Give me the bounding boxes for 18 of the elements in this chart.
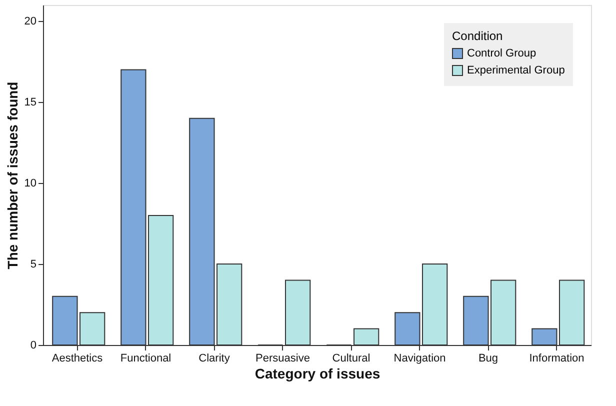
y-tick-label: 5 — [30, 258, 36, 271]
y-tick-label: 15 — [24, 96, 36, 109]
legend-title: Condition — [452, 29, 503, 43]
x-tick-label: Bug — [478, 352, 498, 364]
y-tick-label: 10 — [24, 178, 36, 190]
x-axis-title: Category of issues — [254, 366, 380, 382]
x-tick-label: Clarity — [198, 352, 230, 364]
y-tick-label: 0 — [30, 340, 36, 352]
x-tick-label: Persuasive — [256, 352, 310, 364]
y-axis-title: The number of issues found — [4, 82, 20, 270]
x-tick-label: Aesthetics — [52, 352, 104, 364]
legend-label: Experimental Group — [467, 64, 565, 76]
x-tick-label: Cultural — [332, 352, 370, 364]
y-tick-label: 20 — [24, 16, 36, 28]
x-tick-label: Information — [529, 352, 584, 364]
x-tick-label: Functional — [120, 352, 172, 364]
legend-label: Control Group — [467, 48, 536, 60]
x-tick-label: Navigation — [394, 352, 446, 364]
